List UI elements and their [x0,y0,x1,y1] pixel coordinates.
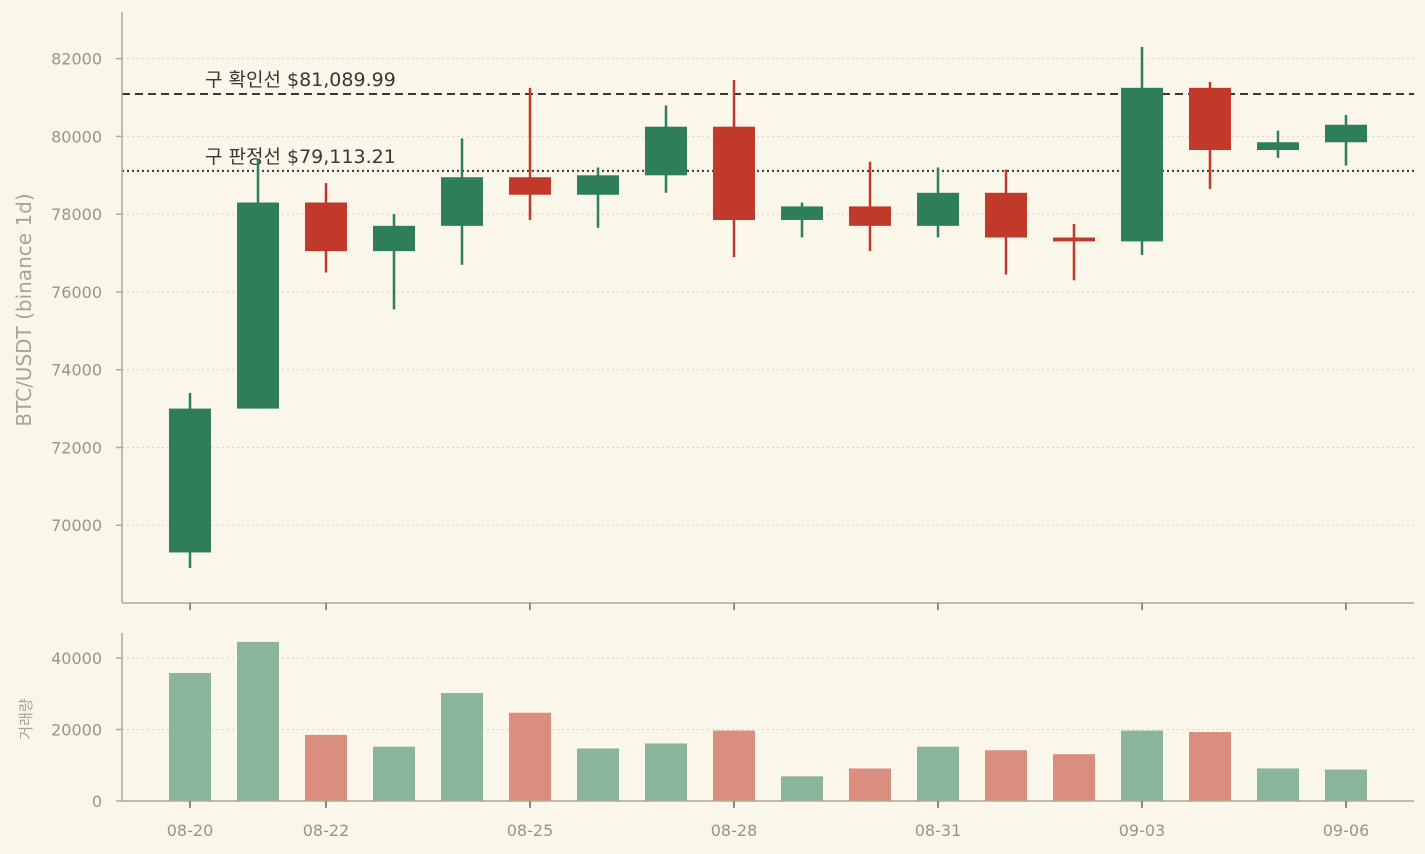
x-tick-label: 08-28 [711,821,758,840]
price-y-tick-label: 74000 [51,361,102,380]
candle-body-down [305,202,347,252]
volume-bar [169,673,211,801]
volume-bar [577,748,619,801]
x-tick-label: 09-03 [1119,821,1166,840]
volume-bar [917,746,959,801]
candle-body-up [577,175,619,195]
candle-body-up [781,206,823,221]
candles [169,46,1367,569]
volume-bar [509,712,551,801]
price-y-tick-label: 70000 [51,516,102,535]
reference-lines: 구 확인선 $81,089.99 구 판정선 $79,113.21 [122,69,1414,172]
volume-bar [985,750,1027,801]
volume-bar [1121,730,1163,801]
volume-axes: 0 20000 40000 [51,633,1414,811]
candle-body-up [1257,142,1299,151]
price-y-tick-label: 82000 [51,50,102,69]
volume-bars [169,641,1367,801]
volume-bar [1189,732,1231,801]
decision-line-label: 구 판정선 $79,113.21 [205,146,396,168]
candle-body-up [1121,87,1163,242]
volume-y-tick-label: 20000 [51,721,102,740]
volume-panel: 0 20000 40000 거래량 [17,633,1414,811]
candle-body-up [373,225,415,252]
price-y-tick-label: 78000 [51,205,102,224]
volume-y-tick-label: 0 [92,792,102,811]
candle-body-up [441,177,483,226]
volume-bar [237,641,279,801]
candle-body-up [237,202,279,409]
volume-bar [713,730,755,801]
volume-bar [849,768,891,801]
price-axes: 70000 72000 74000 76000 78000 80000 82000 [51,12,1414,610]
candle-body-down [509,177,551,195]
volume-bar [645,743,687,801]
volume-bar [1053,754,1095,801]
candle-body-down [849,206,891,226]
volume-y-tick-label: 40000 [51,649,102,668]
volume-bar [781,776,823,801]
volume-bar [1325,769,1367,801]
x-tick-label: 08-25 [507,821,554,840]
x-tick-label: 08-20 [167,821,214,840]
price-y-tick-label: 76000 [51,283,102,302]
candle-body-down [1189,87,1231,151]
price-axis-title: BTC/USDT (binance 1d) [12,193,36,426]
volume-bar [1257,768,1299,801]
x-axis-tick-labels: 08-20 08-22 08-25 08-28 08-31 09-03 09-06 [167,821,1370,840]
volume-axis-title: 거래량 [17,698,35,740]
volume-bar [373,746,415,801]
price-y-tick-label: 80000 [51,127,102,146]
candle-body-down [985,192,1027,238]
x-tick-label: 09-06 [1323,821,1370,840]
candle-body-down [713,126,755,221]
candle-body-up [1325,124,1367,143]
price-y-tick-label: 72000 [51,438,102,457]
x-tick-label: 08-22 [303,821,350,840]
volume-grid [122,657,1414,731]
volume-bar [441,693,483,801]
candle-body-down [1053,237,1095,242]
candle-body-up [645,126,687,176]
confirmation-line-label: 구 확인선 $81,089.99 [205,69,396,91]
price-panel: 구 확인선 $81,089.99 구 판정선 $79,113.21 70000 72… [12,12,1414,610]
candle-body-up [917,192,959,226]
candle-body-up [169,408,211,553]
x-tick-label: 08-31 [915,821,962,840]
volume-bar [305,734,347,801]
